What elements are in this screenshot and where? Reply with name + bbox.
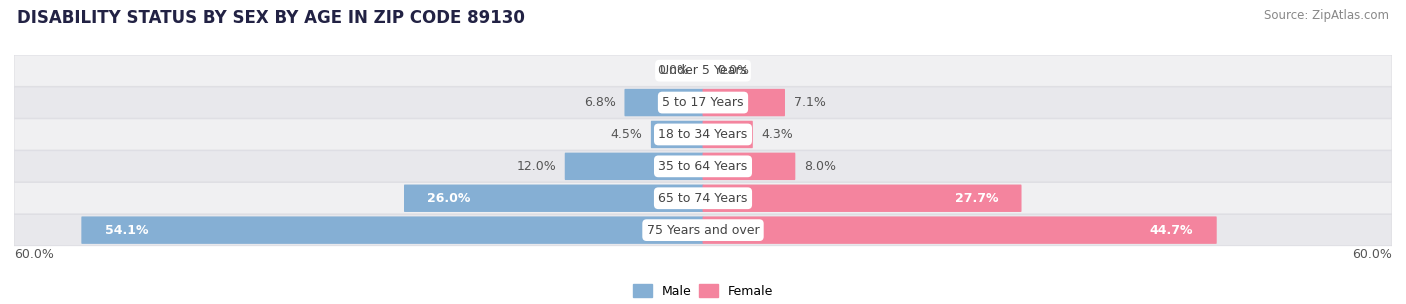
FancyBboxPatch shape — [703, 153, 796, 180]
FancyBboxPatch shape — [14, 119, 1392, 150]
Text: 0.0%: 0.0% — [657, 64, 689, 77]
FancyBboxPatch shape — [14, 215, 1392, 246]
FancyBboxPatch shape — [14, 183, 1392, 214]
Text: 44.7%: 44.7% — [1150, 224, 1194, 237]
Text: 0.0%: 0.0% — [717, 64, 749, 77]
FancyBboxPatch shape — [624, 89, 703, 116]
Text: Under 5 Years: Under 5 Years — [659, 64, 747, 77]
Text: 26.0%: 26.0% — [427, 192, 471, 205]
Text: 54.1%: 54.1% — [105, 224, 148, 237]
Text: 60.0%: 60.0% — [1353, 248, 1392, 261]
FancyBboxPatch shape — [703, 216, 1216, 244]
FancyBboxPatch shape — [651, 121, 703, 148]
Text: 75 Years and over: 75 Years and over — [647, 224, 759, 237]
Text: 4.5%: 4.5% — [610, 128, 643, 141]
Text: DISABILITY STATUS BY SEX BY AGE IN ZIP CODE 89130: DISABILITY STATUS BY SEX BY AGE IN ZIP C… — [17, 9, 524, 27]
Text: 12.0%: 12.0% — [516, 160, 555, 173]
Text: 35 to 64 Years: 35 to 64 Years — [658, 160, 748, 173]
Text: 65 to 74 Years: 65 to 74 Years — [658, 192, 748, 205]
Text: 6.8%: 6.8% — [583, 96, 616, 109]
FancyBboxPatch shape — [14, 87, 1392, 118]
Text: 4.3%: 4.3% — [762, 128, 793, 141]
FancyBboxPatch shape — [703, 185, 1022, 212]
FancyBboxPatch shape — [404, 185, 703, 212]
Text: 7.1%: 7.1% — [794, 96, 825, 109]
Text: 18 to 34 Years: 18 to 34 Years — [658, 128, 748, 141]
Text: 5 to 17 Years: 5 to 17 Years — [662, 96, 744, 109]
Legend: Male, Female: Male, Female — [633, 284, 773, 298]
FancyBboxPatch shape — [703, 121, 752, 148]
Text: 27.7%: 27.7% — [955, 192, 998, 205]
FancyBboxPatch shape — [703, 89, 785, 116]
Text: 60.0%: 60.0% — [14, 248, 53, 261]
FancyBboxPatch shape — [14, 55, 1392, 86]
FancyBboxPatch shape — [82, 216, 703, 244]
FancyBboxPatch shape — [565, 153, 703, 180]
FancyBboxPatch shape — [14, 151, 1392, 182]
Text: 8.0%: 8.0% — [804, 160, 837, 173]
Text: Source: ZipAtlas.com: Source: ZipAtlas.com — [1264, 9, 1389, 22]
